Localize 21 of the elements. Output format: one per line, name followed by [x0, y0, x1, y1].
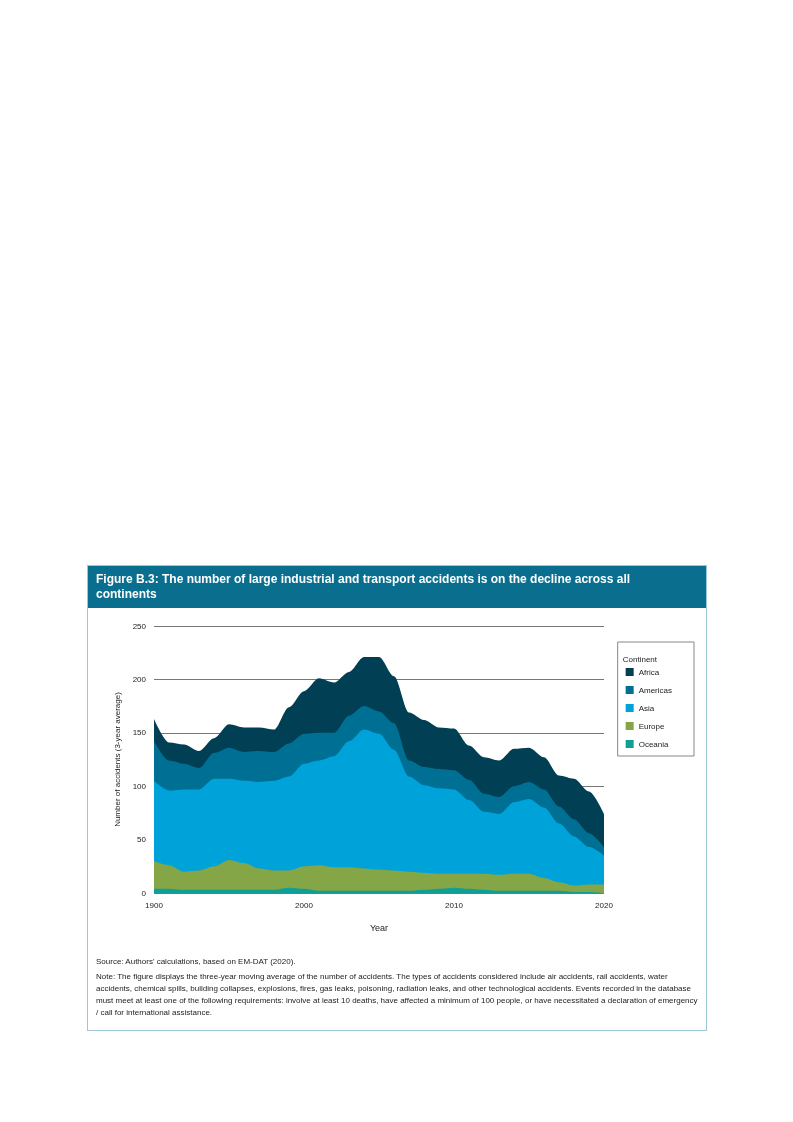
- x-tick-label: 2020: [595, 900, 614, 910]
- text: Note: The figure displays the three-year moving average of the number of accidents. The types of accidents considered include air accidents, rail accidents, water accidents, chemical spills, building collapses, explosions, fires, gas leaks, poisoning, radiation leaks, and other technological accidents. Events recorded in the database must meet at least one of the following requirements: involve at least 10 deaths, have affected a minimum of 100 people, or have necessitated a declaration of emergency / call for international assistance.: [96, 971, 698, 1019]
- y-tick-label: 0: [141, 888, 147, 898]
- source-note: Source: Authors' calculations, based on EM-DAT (2020).: [96, 956, 297, 968]
- x-tick-label: 2010: [445, 900, 464, 910]
- y-tick-label: 150: [132, 728, 147, 738]
- y-tick-label: 250: [132, 621, 147, 631]
- x-tick-label: 2000: [295, 900, 314, 910]
- legend-label: Oceania: [638, 739, 670, 749]
- legend-label: Asia: [638, 703, 655, 713]
- legend-label: Europe: [638, 721, 666, 731]
- legend-label: Americas: [638, 685, 672, 695]
- y-tick-label: 100: [132, 781, 147, 791]
- x-axis-title: Year: [369, 922, 389, 933]
- y-axis-title: Number of accidents (3-year average): [113, 691, 123, 827]
- legend-label: Africa: [638, 667, 660, 677]
- x-tick-label: 1900: [145, 900, 164, 910]
- y-tick-label: 200: [132, 674, 147, 684]
- chart-title: Figure B.3: The number of large industrial and transport accidents is on the decline across all continents: [88, 566, 706, 608]
- legend-title: Continent: [622, 654, 658, 664]
- y-tick-label: 50: [137, 835, 147, 845]
